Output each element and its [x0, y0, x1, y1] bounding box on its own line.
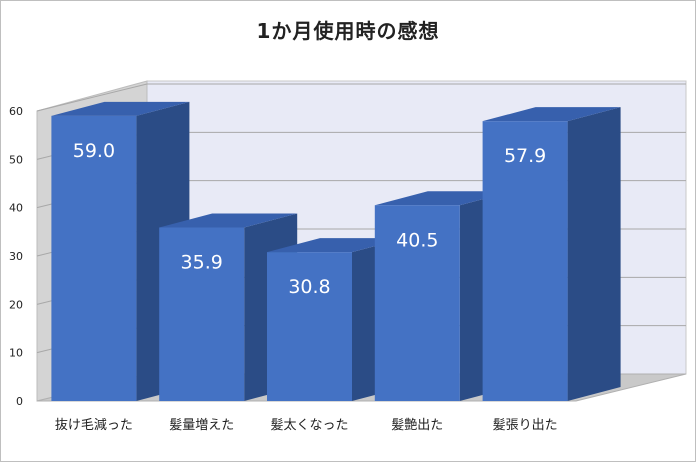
bar-top — [482, 107, 621, 122]
bar-top — [267, 238, 405, 253]
chart-title: 1か月使用時の感想 — [256, 19, 440, 43]
data-label: 30.8 — [288, 276, 330, 298]
data-label: 57.9 — [504, 145, 546, 167]
data-label: 59.0 — [73, 140, 115, 162]
y-tick-label: 40 — [9, 202, 23, 215]
bar-top — [51, 101, 190, 116]
bar-top — [374, 191, 513, 206]
x-tick-label: 髪太くなった — [270, 418, 348, 433]
x-tick-label: 髪量増えた — [169, 418, 234, 433]
bar-side — [567, 107, 621, 402]
bar — [267, 252, 352, 401]
bar-top — [159, 213, 298, 228]
x-tick-label: 髪張り出た — [493, 418, 558, 433]
y-tick-label: 0 — [16, 395, 23, 408]
y-tick-label: 60 — [9, 105, 23, 118]
gridline-side — [36, 83, 148, 112]
y-tick-label: 20 — [9, 298, 23, 311]
bar — [482, 121, 568, 402]
y-tick-label: 30 — [9, 250, 23, 263]
bar — [374, 205, 460, 401]
data-label: 40.5 — [396, 229, 438, 251]
y-tick-label: 10 — [9, 347, 23, 360]
data-label: 35.9 — [181, 251, 223, 273]
x-tick-label: 抜け毛減った — [55, 417, 133, 433]
x-tick-label: 髪艶出た — [391, 417, 443, 433]
bar — [51, 115, 137, 401]
bar — [159, 227, 245, 401]
y-tick-label: 50 — [9, 153, 23, 166]
